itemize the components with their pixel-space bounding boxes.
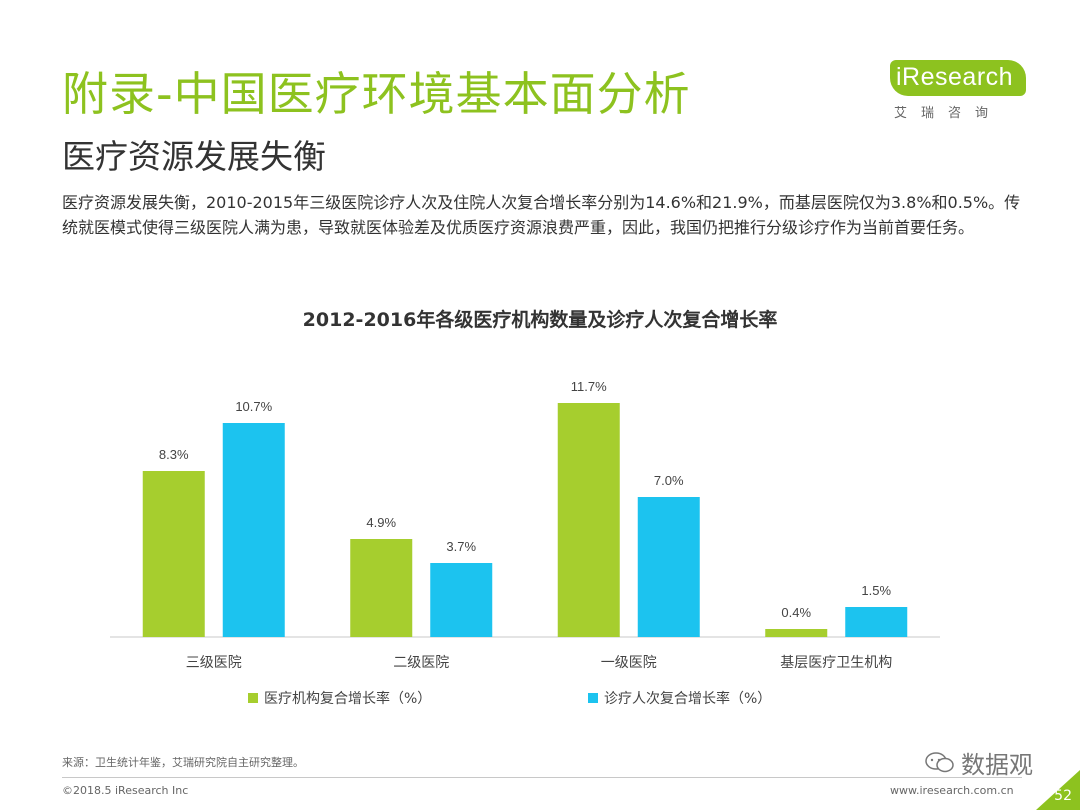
legend-swatch-series1 <box>248 693 258 703</box>
bar-series1-4 <box>765 629 828 637</box>
bar-series2-4 <box>845 607 908 637</box>
legend-item-series1: 医疗机构复合增长率（%） <box>248 688 431 708</box>
data-label-series2-1: 10.7% <box>235 399 272 414</box>
page-title: 附录-中国医疗环境基本面分析 <box>62 67 691 121</box>
bar-series2-2 <box>430 563 493 637</box>
bar-series1-3 <box>557 403 620 637</box>
x-tick-label-1: 三级医院 <box>186 655 242 671</box>
wechat-icon <box>925 751 954 772</box>
data-label-series2-3: 7.0% <box>654 473 684 488</box>
description-text: 医疗资源发展失衡，2010-2015年三级医院诊疗人次及住院人次复合增长率分别为… <box>62 193 1021 237</box>
bar-series2-3 <box>637 497 700 637</box>
x-tick-label-4: 基层医疗卫生机构 <box>780 654 892 671</box>
source-note: 来源：卫生统计年鉴，艾瑞研究院自主研究整理。 <box>62 756 304 769</box>
bar-chart: 8.3% 10.7% 三级医院 4.9% 3.7% 二级医院 11.7% 7.0% 一级医院 0.… <box>110 379 940 671</box>
data-label-series2-4: 1.5% <box>861 583 891 598</box>
watermark-text: 数据观 <box>961 751 1033 779</box>
legend-label-series1: 医疗机构复合增长率（%） <box>264 691 432 707</box>
watermark: 数据观 <box>925 745 1033 780</box>
chart-title: 2012-2016年各级医疗机构数量及诊疗人次复合增长率 <box>302 309 778 331</box>
bar-series1-1 <box>142 471 205 637</box>
page-subtitle: 医疗资源发展失衡 <box>62 137 326 176</box>
data-label-series2-2: 3.7% <box>446 539 476 554</box>
data-label-series1-2: 4.9% <box>366 515 396 530</box>
bar-series2-1 <box>222 423 285 637</box>
iresearch-logo: iResearch 艾瑞咨询 <box>890 60 1030 124</box>
legend-item-series2: 诊疗人次复合增长率（%） <box>588 688 771 708</box>
legend-swatch-series2 <box>588 693 598 703</box>
logo-badge <box>890 60 1026 96</box>
bar-series1-2 <box>350 539 413 637</box>
website-link[interactable]: www.iresearch.com.cn <box>890 784 1014 797</box>
x-tick-label-3: 一级医院 <box>601 655 657 671</box>
data-label-series1-4: 0.4% <box>781 605 811 620</box>
legend-label-series2: 诊疗人次复合增长率（%） <box>604 691 772 707</box>
logo-name: iResearch <box>896 63 1014 91</box>
page-number: 52 <box>1054 788 1072 804</box>
data-label-series1-1: 8.3% <box>159 447 189 462</box>
copyright-text: ©2018.5 iResearch Inc <box>62 784 189 797</box>
x-tick-label-2: 二级医院 <box>393 655 449 671</box>
footer-divider <box>62 777 1022 778</box>
data-label-series1-3: 11.7% <box>571 379 607 394</box>
logo-subtitle: 艾瑞咨询 <box>894 106 1003 121</box>
